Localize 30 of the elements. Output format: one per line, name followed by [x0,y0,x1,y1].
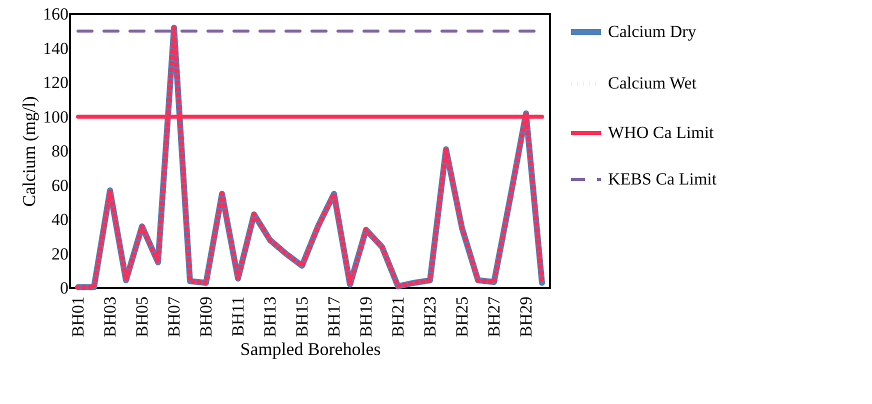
legend-label: KEBS Ca Limit [608,170,717,188]
y-tick-label: 60 [52,176,68,195]
x-tick-label: BH27 [484,296,504,338]
y-tick-label: 40 [52,210,68,229]
y-tick-label: 80 [52,142,68,160]
x-tick-label: BH19 [356,296,376,338]
y-tick-label: 140 [43,38,68,58]
x-tick-label: BH13 [260,296,280,338]
y-tick-label: 120 [43,73,68,92]
x-tick-label: BH05 [132,296,152,338]
legend-label: Calcium Wet [608,74,697,92]
x-tick-label: BH11 [228,296,248,336]
y-tick-label: 20 [52,244,68,264]
x-tick-label: BH07 [164,296,184,338]
y-tick-label: 0 [60,278,68,298]
x-axis-title: Sampled Boreholes [240,339,381,360]
x-tick-label: BH23 [420,296,440,338]
x-tick-label: BH17 [324,296,344,338]
x-tick-label: BH21 [388,296,408,338]
x-tick-label: BH15 [292,296,312,338]
x-tick-label: BH29 [516,296,536,338]
x-tick-label: BH01 [68,296,88,338]
legend-label: WHO Ca Limit [608,123,714,142]
x-tick-label: BH03 [100,296,120,338]
y-axis-title: Calcium (mg/l) [19,96,39,207]
y-tick-label: 160 [43,4,68,24]
x-tick-label: BH25 [452,296,472,338]
legend-label: Calcium Dry [608,22,697,41]
x-tick-label: BH09 [196,296,216,338]
y-tick-label: 100 [43,107,68,126]
